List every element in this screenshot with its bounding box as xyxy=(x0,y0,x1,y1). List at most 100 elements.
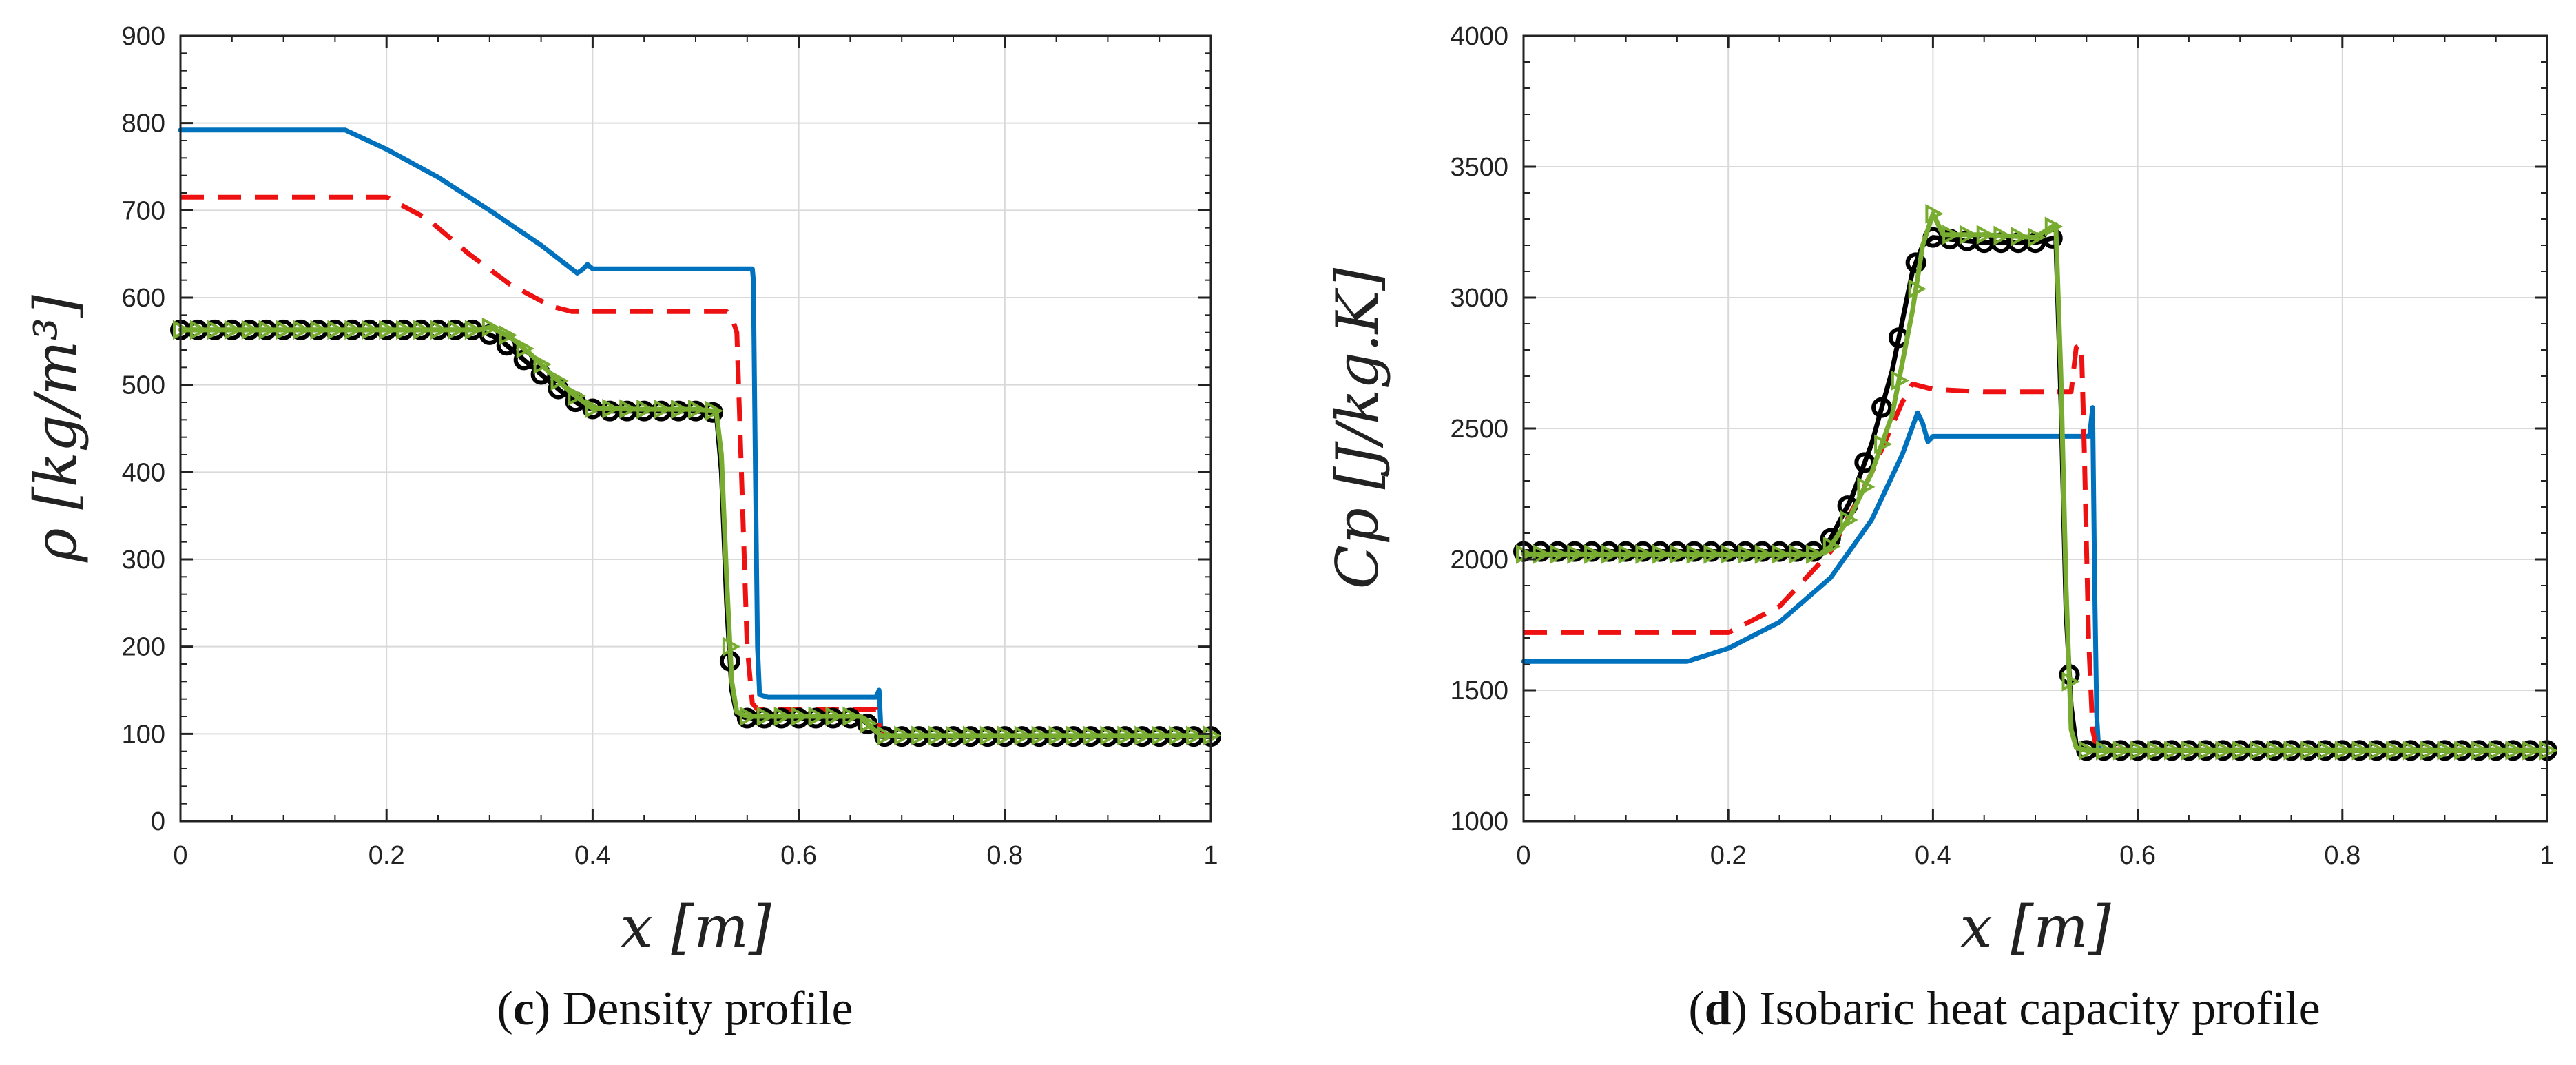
data-point xyxy=(1871,397,1893,418)
data-point xyxy=(344,320,363,340)
data-point xyxy=(2471,741,2490,761)
data-point xyxy=(362,320,380,340)
data-point xyxy=(2147,741,2165,761)
caption-close-paren: ) xyxy=(1731,982,1747,1035)
data-point xyxy=(2522,741,2541,761)
data-point xyxy=(1857,477,1876,497)
data-point xyxy=(2044,216,2063,237)
data-point xyxy=(860,713,878,734)
data-point xyxy=(911,725,930,746)
series-line xyxy=(178,127,1214,739)
data-point xyxy=(1686,544,1705,564)
y-tick-label: 0 xyxy=(151,807,165,836)
y-tick-label: 3500 xyxy=(1450,153,1508,182)
data-point xyxy=(2283,741,2302,761)
data-point xyxy=(550,371,569,391)
data-point xyxy=(997,725,1015,746)
data-point xyxy=(2488,741,2506,761)
data-point xyxy=(1891,370,1910,391)
data-point xyxy=(516,338,534,359)
caption-letter: d xyxy=(1704,982,1732,1035)
data-point xyxy=(1905,252,1926,273)
data-point xyxy=(2079,741,2097,761)
data-point xyxy=(1169,725,1187,746)
data-point xyxy=(722,637,741,657)
data-point xyxy=(2266,741,2285,761)
data-point xyxy=(1601,544,1619,564)
heat-capacity-chart: 0 0.2 0.4 0.6 0.8 1 1000 1500 2000 2500 3000 3500 40… xyxy=(1324,22,2558,961)
data-point xyxy=(928,725,947,746)
x-tick-label: 0.6 xyxy=(780,841,817,870)
data-point xyxy=(791,706,809,727)
data-point xyxy=(2028,227,2046,247)
data-point xyxy=(1567,544,1586,564)
data-point xyxy=(1584,544,1603,564)
data-point xyxy=(1618,544,1637,564)
data-point xyxy=(654,399,672,420)
data-point xyxy=(2420,741,2438,761)
data-point xyxy=(894,725,913,746)
data-point xyxy=(2505,741,2524,761)
data-point xyxy=(1550,544,1568,564)
series-line xyxy=(180,194,1211,739)
data-point xyxy=(379,320,397,340)
data-point xyxy=(2300,741,2319,761)
caption-letter: c xyxy=(512,982,534,1035)
data-point xyxy=(756,706,775,727)
data-point xyxy=(1652,544,1671,564)
data-point xyxy=(2386,741,2404,761)
x-tick-label: 0 xyxy=(173,841,187,870)
data-point xyxy=(2454,741,2473,761)
data-point xyxy=(413,320,432,340)
data-point xyxy=(842,706,861,727)
y-tick-label: 1500 xyxy=(1450,676,1508,705)
data-point xyxy=(430,320,449,340)
data-point xyxy=(825,706,844,727)
x-axis-label: x [m] xyxy=(1960,893,2110,961)
data-point xyxy=(2130,741,2148,761)
y-axis-label: Cp [J/kg.K] xyxy=(1324,268,1391,590)
data-point xyxy=(1840,510,1858,530)
data-point xyxy=(1874,434,1893,455)
data-point xyxy=(2334,741,2353,761)
data-point xyxy=(2369,741,2387,761)
data-point xyxy=(310,320,329,340)
y-tick-label: 900 xyxy=(122,22,165,51)
data-point xyxy=(1031,725,1050,746)
density-chart: 0 0.2 0.4 0.6 0.8 1 0 100 200 300 400 500 600 700 800 9… xyxy=(22,22,1222,961)
data-point xyxy=(1908,278,1926,299)
series-line xyxy=(1521,235,2550,753)
data-point xyxy=(1134,725,1153,746)
data-point xyxy=(2181,741,2200,761)
y-tick-label: 400 xyxy=(122,458,165,487)
data-point xyxy=(2011,226,2029,247)
data-point xyxy=(739,706,758,727)
data-point xyxy=(189,320,209,340)
data-point xyxy=(877,725,895,746)
y-tick-label: 100 xyxy=(122,720,165,749)
series-line xyxy=(178,327,1214,739)
data-point xyxy=(1152,725,1170,746)
x-tick-label: 0.4 xyxy=(1915,841,1951,870)
data-point xyxy=(1117,725,1136,746)
data-point xyxy=(1066,725,1084,746)
y-tick-label: 600 xyxy=(122,284,165,313)
data-point xyxy=(1976,225,1995,245)
x-tick-label: 1 xyxy=(2539,841,2554,870)
y-tick-label: 1000 xyxy=(1450,807,1508,836)
plot-frame xyxy=(179,34,1212,823)
data-point xyxy=(2215,741,2234,761)
caption-density: (c) Density profile xyxy=(227,982,1123,1057)
data-point xyxy=(2318,741,2336,761)
data-point xyxy=(447,320,466,340)
data-point xyxy=(2061,671,2080,692)
data-point xyxy=(464,320,484,340)
data-point xyxy=(2402,741,2422,761)
data-point xyxy=(688,399,707,420)
data-point xyxy=(2096,741,2115,761)
data-point xyxy=(327,320,346,340)
data-point xyxy=(1737,544,1756,564)
x-tick-label: 0.4 xyxy=(574,841,611,870)
y-tick-label: 800 xyxy=(122,110,165,138)
data-point xyxy=(2437,741,2455,761)
